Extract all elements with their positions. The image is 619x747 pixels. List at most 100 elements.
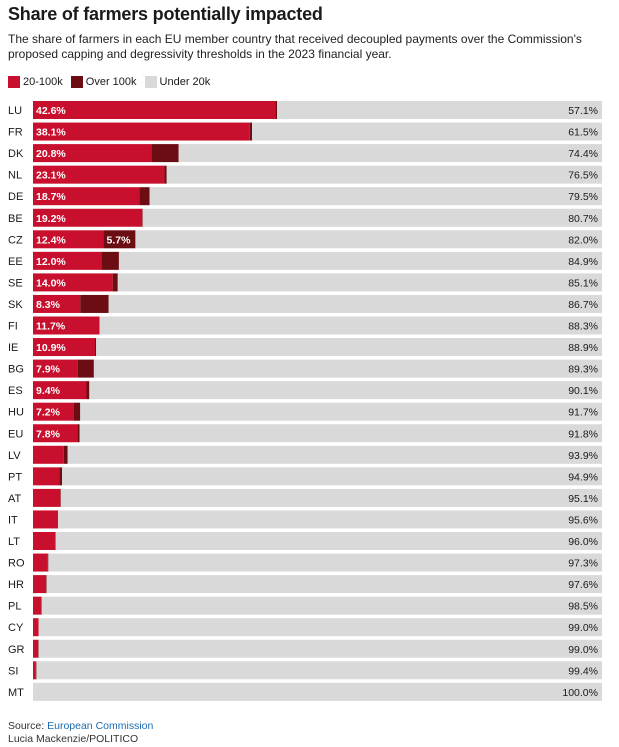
bar-20-100k-se [33, 273, 113, 292]
bar-under-20k-si [36, 661, 602, 680]
category-label-pt: PT [8, 471, 22, 483]
data-label-under-20k-ro: 97.3% [568, 558, 598, 570]
legend-item-20-100k: 20-100k [8, 76, 63, 88]
legend-swatch-20-100k [8, 76, 20, 88]
category-label-eu: EU [8, 428, 23, 440]
legend-label-under-20k: Under 20k [159, 76, 211, 88]
data-label-under-20k-mt: 100.0% [562, 687, 598, 699]
bar-20-100k-fi [33, 316, 100, 335]
bar-under-20k-ie [96, 338, 602, 357]
chart-subtitle: The share of farmers in each EU member c… [8, 32, 582, 61]
category-label-si: SI [8, 665, 18, 677]
bar-over-100k-lu [275, 101, 278, 119]
credit-line: Lucia Mackenzie/POLITICO [8, 733, 139, 745]
data-label-under-20k-at: 95.1% [568, 493, 598, 505]
bar-under-20k-gr [38, 639, 602, 658]
data-label-20-100k-cz: 12.4% [36, 234, 66, 246]
data-label-over-100k-cz: 5.7% [107, 234, 132, 246]
data-label-under-20k-ee: 84.9% [568, 256, 598, 268]
bar-20-100k-it [33, 510, 59, 529]
bar-20-100k-fr [33, 122, 250, 141]
category-label-dk: DK [8, 148, 24, 160]
data-label-20-100k-ie: 10.9% [36, 342, 66, 354]
bar-over-100k-se [112, 273, 118, 292]
bar-over-100k-hu [73, 402, 81, 421]
source-link[interactable]: European Commission [47, 720, 154, 732]
bar-over-100k-cz [103, 230, 136, 249]
bar-under-20k-se [117, 273, 602, 292]
data-label-under-20k-se: 85.1% [568, 277, 598, 289]
category-label-at: AT [8, 493, 22, 505]
data-label-20-100k-de: 18.7% [36, 191, 66, 203]
data-label-20-100k-sk: 8.3% [36, 299, 61, 311]
data-label-under-20k-cy: 99.0% [568, 622, 598, 634]
bar-20-100k-ie [33, 338, 96, 357]
category-label-lv: LV [8, 450, 21, 462]
source-prefix: Source: [8, 720, 48, 732]
data-label-20-100k-nl: 23.1% [36, 170, 66, 182]
data-label-under-20k-es: 90.1% [568, 385, 598, 397]
bar-20-100k-hr [33, 575, 47, 594]
bar-over-100k-gr [38, 639, 39, 658]
bar-20-100k-nl [33, 165, 165, 184]
category-label-lt: LT [8, 536, 20, 548]
bar-under-20k-nl [166, 165, 602, 184]
bar-under-20k-es [89, 381, 603, 400]
bar-20-100k-si [33, 661, 36, 680]
bar-under-20k-lu [277, 101, 602, 119]
category-label-gr: GR [8, 644, 25, 656]
bar-20-100k-eu [33, 424, 78, 443]
data-label-20-100k-lu: 42.6% [36, 105, 66, 117]
data-label-under-20k-lt: 96.0% [568, 536, 598, 548]
data-label-under-20k-hu: 91.7% [568, 407, 598, 419]
bar-20-100k-pl [33, 596, 41, 615]
bar-under-20k-lv [67, 445, 603, 464]
category-label-nl: NL [8, 170, 22, 182]
bar-under-20k-fi [99, 316, 602, 335]
data-label-under-20k-pl: 98.5% [568, 601, 598, 613]
bar-under-20k-cy [38, 618, 602, 637]
category-label-cy: CY [8, 622, 24, 634]
data-label-under-20k-cz: 82.0% [568, 234, 598, 246]
bar-20-100k-at [33, 488, 61, 507]
bar-20-100k-es [33, 381, 87, 400]
data-label-under-20k-gr: 99.0% [568, 644, 598, 656]
data-label-under-20k-hr: 97.6% [568, 579, 598, 591]
bar-over-100k-at [60, 488, 61, 507]
category-label-fi: FI [8, 321, 18, 333]
bar-over-100k-lv [63, 445, 68, 464]
category-label-hu: HU [8, 407, 24, 419]
data-label-under-20k-de: 79.5% [568, 191, 598, 203]
bar-20-100k-sk [33, 294, 81, 313]
data-label-under-20k-ie: 88.9% [568, 342, 598, 354]
bar-over-100k-hr [46, 575, 47, 594]
category-label-ie: IE [8, 342, 18, 354]
bar-over-100k-bg [77, 359, 94, 378]
bar-under-20k-dk [178, 144, 602, 163]
bar-over-100k-dk [151, 144, 179, 163]
bar-20-100k-cy [33, 618, 39, 637]
data-label-under-20k-be: 80.7% [568, 213, 598, 225]
bar-20-100k-lv [33, 445, 64, 464]
data-label-under-20k-sk: 86.7% [568, 299, 598, 311]
bar-over-100k-sk [80, 294, 109, 313]
data-label-20-100k-ee: 12.0% [36, 256, 66, 268]
data-label-under-20k-pt: 94.9% [568, 471, 598, 483]
category-label-pl: PL [8, 601, 21, 613]
bar-over-100k-es [86, 381, 90, 400]
legend-item-over-100k: Over 100k [70, 76, 137, 88]
bar-over-100k-si [35, 661, 37, 680]
data-label-under-20k-lu: 57.1% [568, 105, 598, 117]
bar-20-100k-ee [33, 251, 102, 270]
category-label-it: IT [8, 514, 18, 526]
bar-over-100k-nl [164, 165, 167, 184]
bar-20-100k-pt [33, 467, 60, 486]
data-label-20-100k-dk: 20.8% [36, 148, 66, 160]
bar-under-20k-bg [93, 359, 603, 378]
bar-over-100k-lt [55, 532, 56, 550]
bar-under-20k-hr [46, 575, 602, 594]
bar-under-20k-fr [252, 122, 602, 141]
data-label-under-20k-lv: 93.9% [568, 450, 598, 462]
bar-under-20k-de [149, 187, 602, 206]
data-label-20-100k-fr: 38.1% [36, 127, 66, 139]
